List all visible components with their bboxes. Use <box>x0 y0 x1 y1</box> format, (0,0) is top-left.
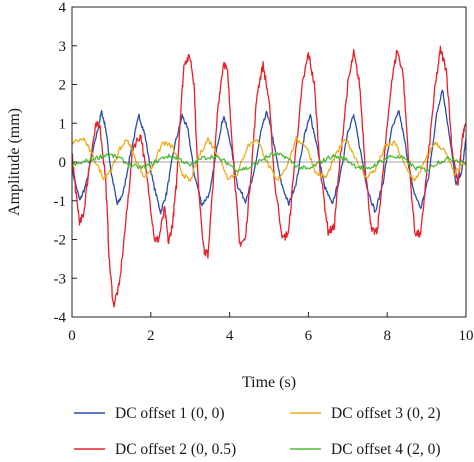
y-tick-label: -3 <box>54 271 67 287</box>
legend-label-2: DC offset 2 (0, 0.5) <box>115 441 236 458</box>
x-tick-label: 0 <box>68 328 76 344</box>
x-tick-label: 10 <box>459 328 474 344</box>
y-axis-title: Amplitude (mm) <box>6 108 23 216</box>
series-line-1 <box>71 89 467 215</box>
axes-layer: -4 -3 -2 -1 0 1 2 3 4 0 2 4 6 8 10 <box>54 0 474 344</box>
x-axis-title: Time (s) <box>242 374 296 391</box>
y-tick-label: 4 <box>59 0 67 16</box>
series-line-2 <box>71 45 467 308</box>
series-line-4 <box>71 152 467 173</box>
x-tick-label: 2 <box>147 328 155 344</box>
legend-label-3: DC offset 3 (0, 2) <box>331 405 441 422</box>
series-line-3 <box>71 135 467 182</box>
y-tick-label: -2 <box>54 233 67 249</box>
y-tick-label: 0 <box>59 155 67 171</box>
y-tick-label: 2 <box>59 78 67 94</box>
y-tick-label: 1 <box>59 116 67 132</box>
legend-label-4: DC offset 4 (2, 0) <box>331 441 441 458</box>
x-tick-label: 4 <box>226 328 234 344</box>
legend-label-1: DC offset 1 (0, 0) <box>115 405 225 422</box>
series-layer <box>71 45 467 308</box>
legend: DC offset 1 (0, 0) DC offset 2 (0, 0.5) DC… <box>74 405 441 458</box>
y-tick-label: -4 <box>54 310 67 326</box>
y-tick-label: -1 <box>54 194 67 210</box>
y-tick-label: 3 <box>59 39 67 55</box>
x-tick-label: 6 <box>305 328 313 344</box>
x-tick-label: 8 <box>383 328 391 344</box>
